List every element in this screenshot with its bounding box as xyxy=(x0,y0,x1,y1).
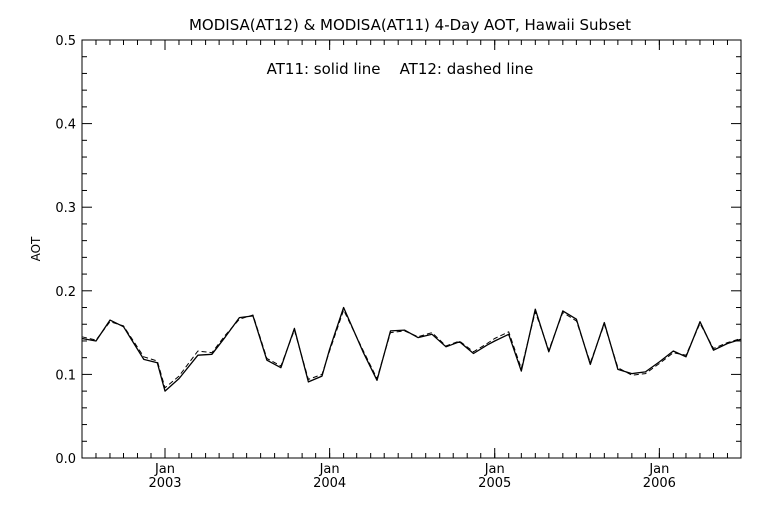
x-tick-month-label: Jan xyxy=(319,462,340,477)
y-tick-label: 0.5 xyxy=(55,34,76,49)
y-tick-label: 0.4 xyxy=(55,118,76,133)
chart-annotation: AT11: solid line AT12: dashed line xyxy=(267,60,534,78)
x-tick-month-label: Jan xyxy=(648,462,669,477)
y-tick-label: 0.0 xyxy=(55,452,76,467)
x-tick-year-label: 2006 xyxy=(643,476,676,491)
x-tick-year-label: 2005 xyxy=(478,476,511,491)
chart-title: MODISA(AT12) & MODISA(AT11) 4-Day AOT, H… xyxy=(189,16,631,34)
x-tick-month-label: Jan xyxy=(484,462,505,477)
y-tick-label: 0.1 xyxy=(55,368,76,383)
x-tick-year-label: 2003 xyxy=(148,476,181,491)
x-tick-month-label: Jan xyxy=(154,462,175,477)
y-axis: 0.0 0.1 0.2 0.3 0.4 0.5 xyxy=(55,34,741,467)
y-axis-label: AOT xyxy=(29,236,43,261)
y-tick-label: 0.3 xyxy=(55,201,76,216)
y-tick-label: 0.2 xyxy=(55,285,76,300)
x-tick-year-label: 2004 xyxy=(313,476,346,491)
series-line-at11 xyxy=(81,306,742,392)
series-layer xyxy=(81,306,742,392)
series-line-at12 xyxy=(81,309,742,389)
plot-frame xyxy=(81,39,742,459)
